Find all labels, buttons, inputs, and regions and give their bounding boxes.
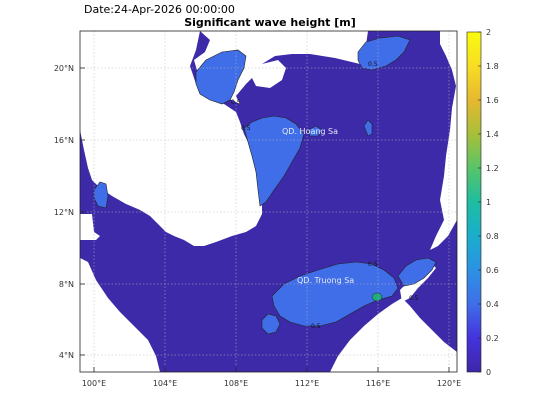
wave-patch-green xyxy=(371,292,383,302)
lon-tick-label: 104°E xyxy=(153,379,177,388)
colorbar-tick-label: 1.8 xyxy=(486,62,499,71)
colorbar-tick-label: 1.2 xyxy=(486,164,499,173)
contour-label: 0.5 xyxy=(241,125,251,132)
map-frame xyxy=(79,30,458,373)
lon-tick-label: 112°E xyxy=(295,379,319,388)
land-mekong-delta xyxy=(80,214,100,240)
lat-tick-label: 8°N xyxy=(59,280,74,289)
colorbar-tick-label: 0 xyxy=(486,368,491,377)
colorbar-tick-label: 0.4 xyxy=(486,300,499,309)
wave-patch-east-small xyxy=(363,119,373,137)
contour-label: 0.5 xyxy=(368,261,378,268)
label-truong-sa: QD. Truong Sa xyxy=(297,276,354,285)
label-hoang-sa: QD. Hoang Sa xyxy=(282,127,338,136)
colorbar-tick-label: 0.6 xyxy=(486,266,499,275)
wave-patch-malay-coast xyxy=(261,313,281,335)
wave-patch-central-vietnam xyxy=(243,115,305,207)
wave-patch-northwest-palawan xyxy=(397,257,437,287)
contour-label: 0.5 xyxy=(368,61,378,68)
lon-tick-label: 108°E xyxy=(224,379,248,388)
wave-patch-gulf-thailand xyxy=(93,181,109,209)
contour-label: 0.5 xyxy=(311,323,321,330)
contour-label: 0.5 xyxy=(409,295,419,302)
date-label: Date:24-Apr-2026 00:00:00 xyxy=(84,3,235,16)
colorbar-tick-label: 1.4 xyxy=(486,130,499,139)
contour-label: 0.5 xyxy=(231,99,241,106)
lon-tick-label: 100°E xyxy=(82,379,106,388)
land-hainan xyxy=(250,60,286,88)
lat-tick-label: 12°N xyxy=(54,208,74,217)
wave-patch-hoang-sa-small xyxy=(307,125,323,137)
land-indochina xyxy=(80,31,262,246)
lat-tick-label: 16°N xyxy=(54,136,74,145)
colorbar-tick-label: 1.6 xyxy=(486,96,499,105)
colorbar-ticks xyxy=(478,31,481,373)
colorbar-tick-label: 1 xyxy=(486,198,491,207)
wave-patch-northeast xyxy=(357,35,411,71)
lon-tick-label: 120°E xyxy=(437,379,461,388)
land-malay-peninsula xyxy=(80,258,160,372)
colorbar-tick-label: 0.2 xyxy=(486,334,499,343)
lat-tick-label: 20°N xyxy=(54,64,74,73)
wave-patch-gulf-tonkin xyxy=(195,49,247,105)
map-area: 0.5 0.5 0.5 0.5 0.5 0.5 QD. Hoang Sa QD.… xyxy=(80,31,457,372)
map-title: Significant wave height [m] xyxy=(184,16,356,29)
colorbar-tick-label: 2 xyxy=(486,28,491,37)
lat-tick-label: 4°N xyxy=(59,351,74,360)
land-philippines xyxy=(430,31,457,250)
colorbar-tick-label: 0.8 xyxy=(486,232,499,241)
map-frame-ticks xyxy=(80,67,450,372)
land-borneo xyxy=(330,298,457,372)
map-gridlines xyxy=(80,31,457,372)
wave-patch-spratly xyxy=(271,261,399,327)
lon-tick-label: 116°E xyxy=(366,379,390,388)
